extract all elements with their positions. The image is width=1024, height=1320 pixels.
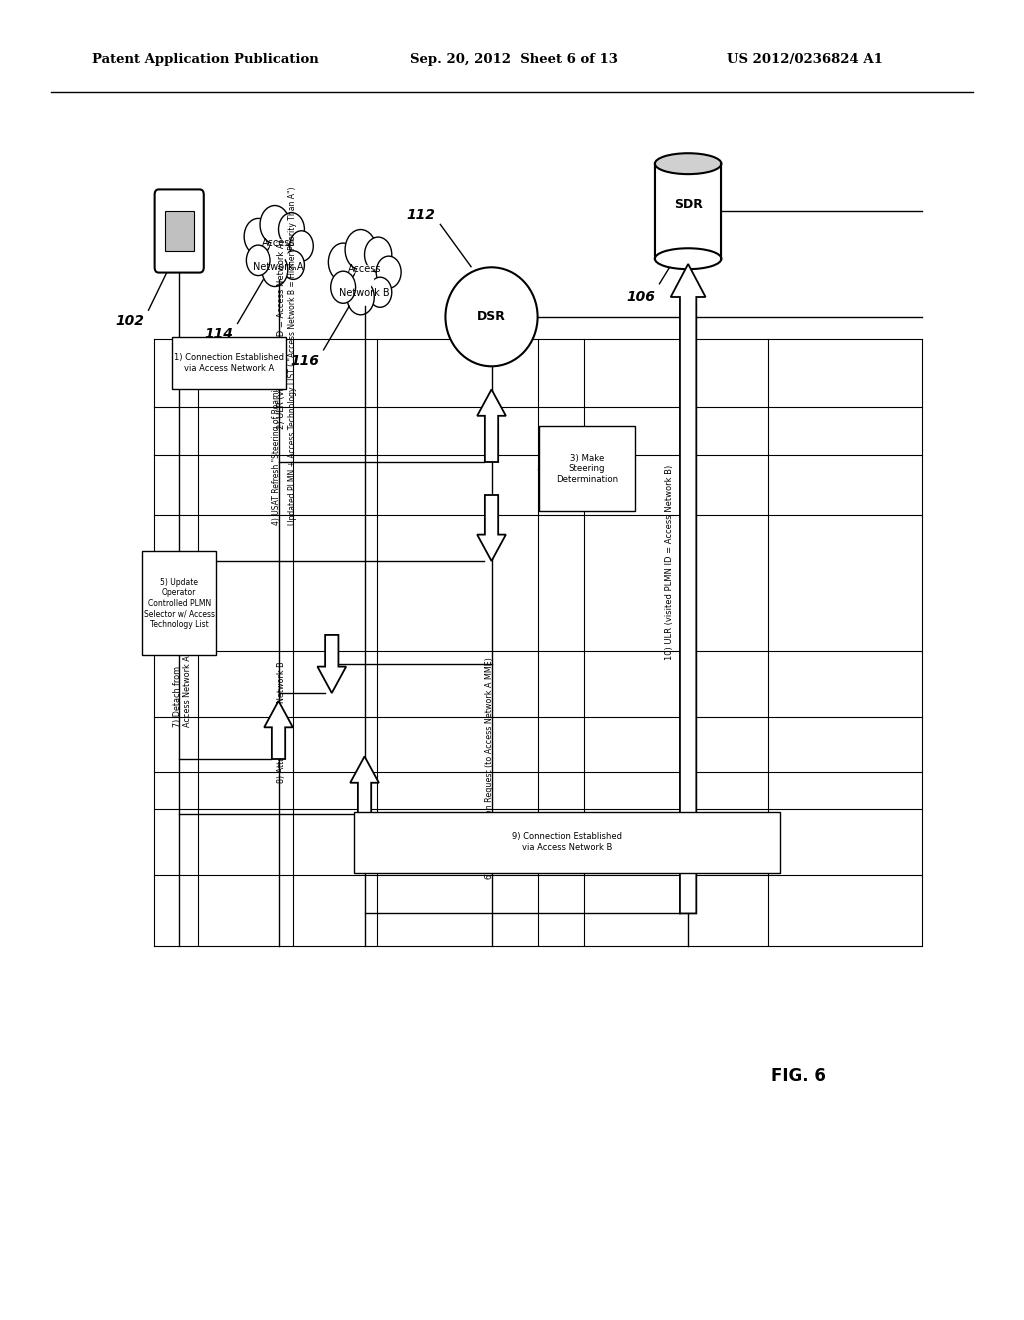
Text: Updated PLMN + Access Technology LIST ( "Access Network B = Higher Priority Than: Updated PLMN + Access Technology LIST ( … — [289, 187, 297, 525]
Text: Sep. 20, 2012  Sheet 6 of 13: Sep. 20, 2012 Sheet 6 of 13 — [410, 53, 617, 66]
Text: 10) ULR (visited PLMN ID = Access Network B): 10) ULR (visited PLMN ID = Access Networ… — [666, 465, 674, 660]
Text: 2) ULR (visited PLMN ID = Access Network A): 2) ULR (visited PLMN ID = Access Network… — [278, 239, 286, 429]
Text: Network B: Network B — [339, 288, 390, 298]
Text: Network A: Network A — [253, 261, 304, 272]
FancyArrow shape — [317, 635, 346, 693]
Text: 8) Attach to Access Network B: 8) Attach to Access Network B — [278, 661, 286, 783]
Ellipse shape — [655, 153, 721, 174]
Text: US 2012/0236824 A1: US 2012/0236824 A1 — [727, 53, 883, 66]
Ellipse shape — [655, 248, 721, 269]
FancyArrow shape — [477, 495, 506, 561]
Text: 4) USAT Refresh "Steering of Roaming" Msg.: 4) USAT Refresh "Steering of Roaming" Ms… — [272, 356, 281, 525]
Text: Access: Access — [348, 264, 381, 275]
FancyBboxPatch shape — [142, 552, 216, 655]
Text: 5) Update
Operator
Controlled PLMN
Selector w/ Access
Technology List: 5) Update Operator Controlled PLMN Selec… — [143, 578, 215, 628]
Text: Access: Access — [262, 238, 295, 248]
Circle shape — [329, 243, 358, 281]
FancyArrow shape — [264, 701, 293, 759]
FancyArrow shape — [350, 756, 379, 814]
Text: 9) Connection Established
via Access Network B: 9) Connection Established via Access Net… — [512, 833, 623, 851]
Circle shape — [369, 277, 392, 308]
Text: 112: 112 — [407, 207, 435, 222]
FancyArrow shape — [671, 264, 706, 913]
Circle shape — [262, 253, 288, 286]
Circle shape — [345, 230, 376, 269]
Circle shape — [283, 251, 304, 280]
Text: 102: 102 — [116, 314, 144, 329]
Text: 7) Detach from
Access Network A: 7) Detach from Access Network A — [173, 656, 191, 727]
Text: 6) Cancel Location Request (to Access Network A MME): 6) Cancel Location Request (to Access Ne… — [485, 657, 494, 879]
Circle shape — [279, 213, 304, 246]
FancyBboxPatch shape — [172, 337, 286, 388]
Circle shape — [354, 264, 375, 290]
FancyBboxPatch shape — [354, 812, 780, 873]
Bar — [165, 211, 194, 251]
Text: 3) Make
Steering
Determination: 3) Make Steering Determination — [556, 454, 617, 483]
Circle shape — [260, 206, 290, 244]
Text: 1) Connection Established
via Access Network A: 1) Connection Established via Access Net… — [174, 354, 284, 372]
Text: SDR: SDR — [674, 198, 702, 211]
Circle shape — [290, 231, 313, 261]
FancyBboxPatch shape — [539, 426, 635, 511]
Circle shape — [247, 246, 270, 276]
Circle shape — [347, 280, 374, 314]
Text: FIG. 6: FIG. 6 — [771, 1067, 826, 1085]
Text: 106: 106 — [627, 290, 655, 305]
Circle shape — [376, 256, 401, 288]
Circle shape — [269, 239, 288, 263]
FancyBboxPatch shape — [155, 189, 204, 272]
FancyBboxPatch shape — [655, 164, 722, 259]
Text: DSR: DSR — [477, 310, 506, 323]
Text: Patent Application Publication: Patent Application Publication — [92, 53, 318, 66]
Circle shape — [365, 238, 392, 272]
Circle shape — [331, 271, 355, 304]
FancyArrow shape — [477, 389, 506, 462]
Ellipse shape — [445, 267, 538, 366]
Text: 116: 116 — [291, 354, 319, 368]
Circle shape — [244, 218, 272, 255]
Text: 114: 114 — [205, 327, 233, 342]
